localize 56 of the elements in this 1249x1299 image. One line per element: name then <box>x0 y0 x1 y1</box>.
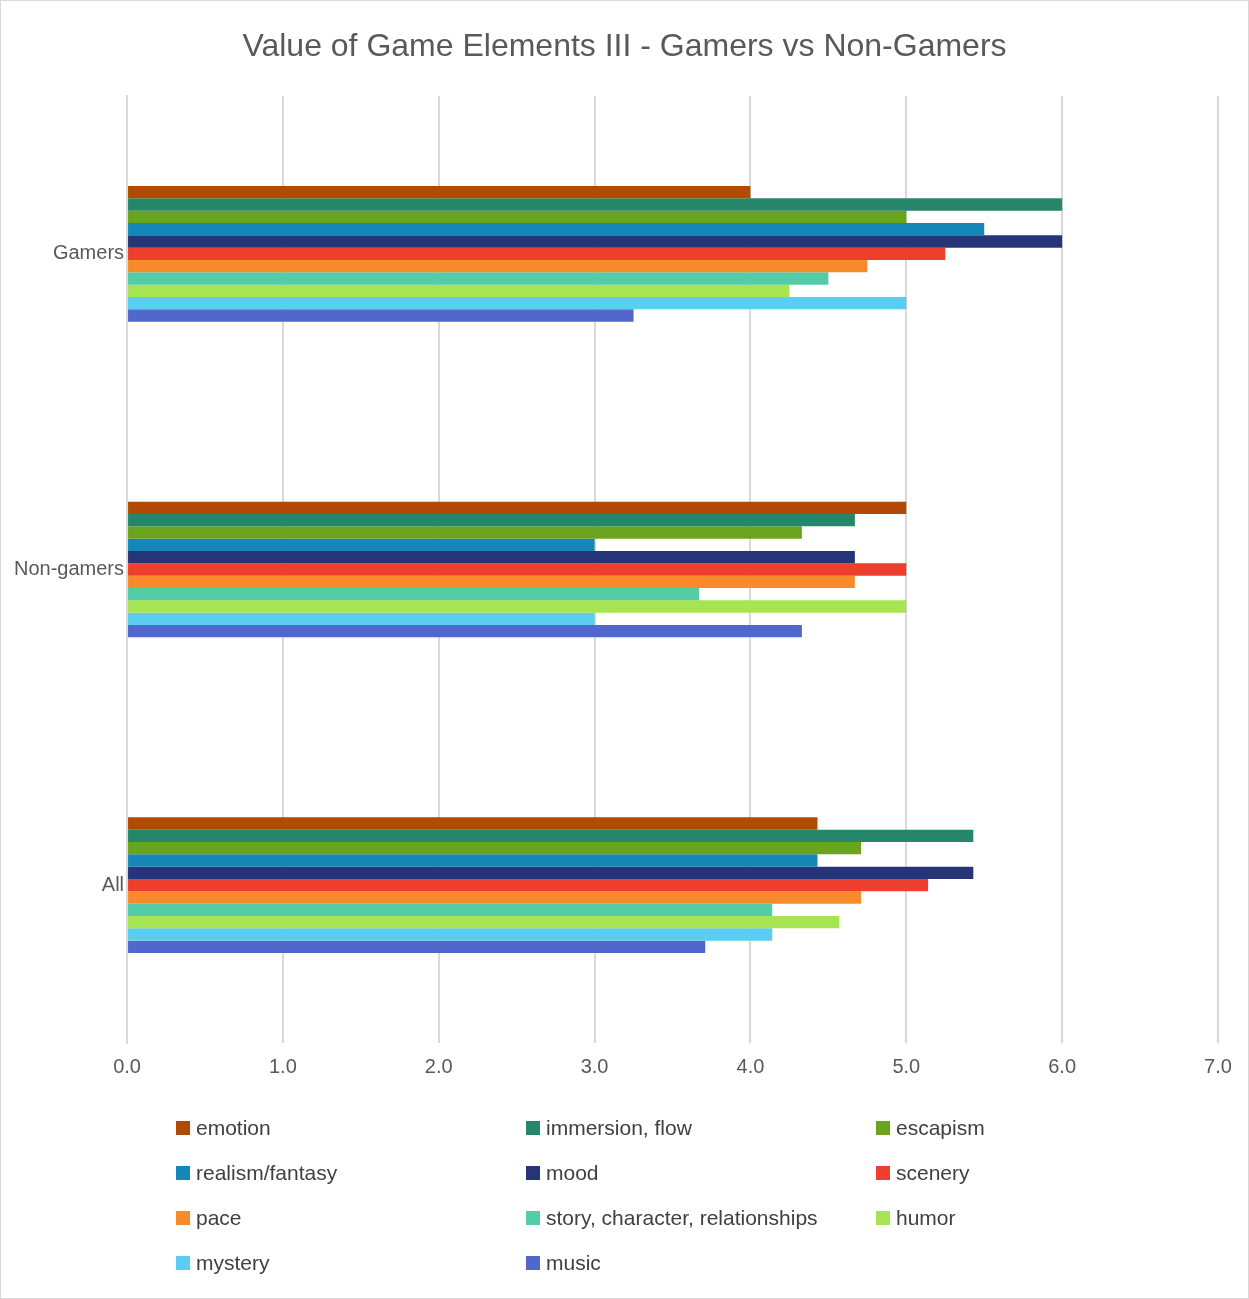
bar <box>128 841 862 855</box>
bar <box>128 235 1063 248</box>
bar <box>128 612 595 626</box>
bar <box>128 879 929 892</box>
bar <box>128 550 855 564</box>
legend-label: scenery <box>896 1161 970 1185</box>
y-tick-label: All <box>101 872 125 895</box>
bar <box>128 891 862 904</box>
legend-label: music <box>546 1251 601 1275</box>
legend-label: escapism <box>896 1116 985 1140</box>
bar <box>128 185 751 199</box>
bar <box>128 625 802 638</box>
y-tick-label: Gamers <box>52 241 125 264</box>
legend-label: pace <box>196 1206 242 1230</box>
x-tick-label: 1.0 <box>268 1054 297 1077</box>
bar <box>128 198 1063 211</box>
x-tick-label: 0.0 <box>113 1054 141 1077</box>
bar <box>128 247 946 260</box>
bar <box>128 854 818 867</box>
bar <box>128 260 868 273</box>
bar <box>128 916 840 929</box>
legend-label: immersion, flow <box>546 1116 692 1140</box>
bar <box>128 526 802 539</box>
legend-label: emotion <box>196 1116 271 1140</box>
bar <box>128 501 907 514</box>
bar <box>128 284 790 298</box>
bar <box>128 600 907 613</box>
bar <box>128 563 907 576</box>
legend-label: story, character, relationships <box>546 1206 818 1230</box>
bar <box>128 297 907 310</box>
x-tick-label: 5.0 <box>892 1054 921 1077</box>
bar <box>128 928 773 941</box>
bar <box>128 940 706 954</box>
bar <box>128 513 855 527</box>
legend-label: mood <box>546 1161 599 1185</box>
x-tick-label: 2.0 <box>424 1054 453 1077</box>
bar <box>128 538 595 551</box>
bar <box>128 903 773 917</box>
x-tick-label: 7.0 <box>1204 1054 1232 1077</box>
legend-label: realism/fantasy <box>196 1161 338 1185</box>
bar <box>128 210 907 223</box>
chart-title: Value of Game Elements III - Gamers vs Non-Gamers <box>241 27 1008 64</box>
bar <box>128 222 985 236</box>
legend-label: mystery <box>196 1251 270 1275</box>
x-tick-label: 3.0 <box>580 1054 609 1077</box>
x-tick-label: 4.0 <box>736 1054 765 1077</box>
legend-label: humor <box>896 1206 956 1230</box>
bar <box>128 309 634 322</box>
x-tick-label: 6.0 <box>1048 1054 1077 1077</box>
y-tick-label: Non-gamers <box>13 557 125 580</box>
bar <box>128 588 700 601</box>
bar <box>128 575 855 589</box>
bar <box>128 866 974 879</box>
bar <box>128 817 818 830</box>
bar <box>128 272 829 285</box>
bar <box>128 829 974 842</box>
